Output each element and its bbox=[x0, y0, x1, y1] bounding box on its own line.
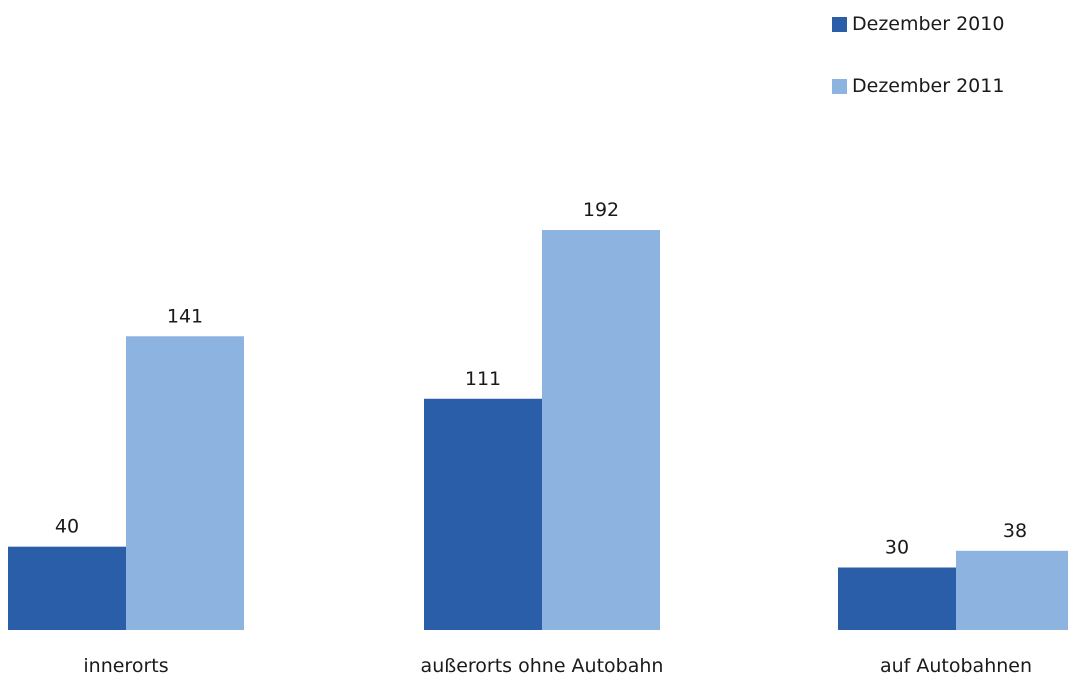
legend-label-series-2: Dezember 2011 bbox=[852, 75, 1005, 97]
data-label-2-series-2: 192 bbox=[583, 199, 619, 221]
data-label-2-series-1: 111 bbox=[465, 368, 501, 390]
category-label-1: innerorts bbox=[83, 655, 168, 677]
category-label-2: außerorts ohne Autobahn bbox=[421, 655, 664, 677]
data-label-3-series-1: 30 bbox=[885, 537, 909, 559]
bar-2-series-1 bbox=[424, 398, 542, 630]
legend-label-series-1: Dezember 2010 bbox=[852, 13, 1005, 35]
bar-1-series-1 bbox=[8, 546, 126, 630]
legend-item-series-1: Dezember 2010 bbox=[832, 8, 1004, 40]
legend-swatch-series-2 bbox=[832, 78, 847, 94]
data-label-1-series-1: 40 bbox=[55, 516, 79, 538]
bar-2-series-2 bbox=[542, 230, 660, 630]
legend-swatch-series-1 bbox=[832, 16, 847, 32]
data-label-3-series-2: 38 bbox=[1003, 520, 1027, 542]
bar-1-series-2 bbox=[126, 336, 244, 630]
bar-3-series-2 bbox=[956, 550, 1068, 630]
bar-3-series-1 bbox=[838, 567, 956, 630]
category-label-3: auf Autobahnen bbox=[880, 655, 1032, 677]
legend-item-series-2: Dezember 2011 bbox=[832, 70, 1004, 102]
legend: Dezember 2010 Dezember 2011 bbox=[832, 8, 1004, 132]
data-label-1-series-2: 141 bbox=[167, 305, 203, 327]
